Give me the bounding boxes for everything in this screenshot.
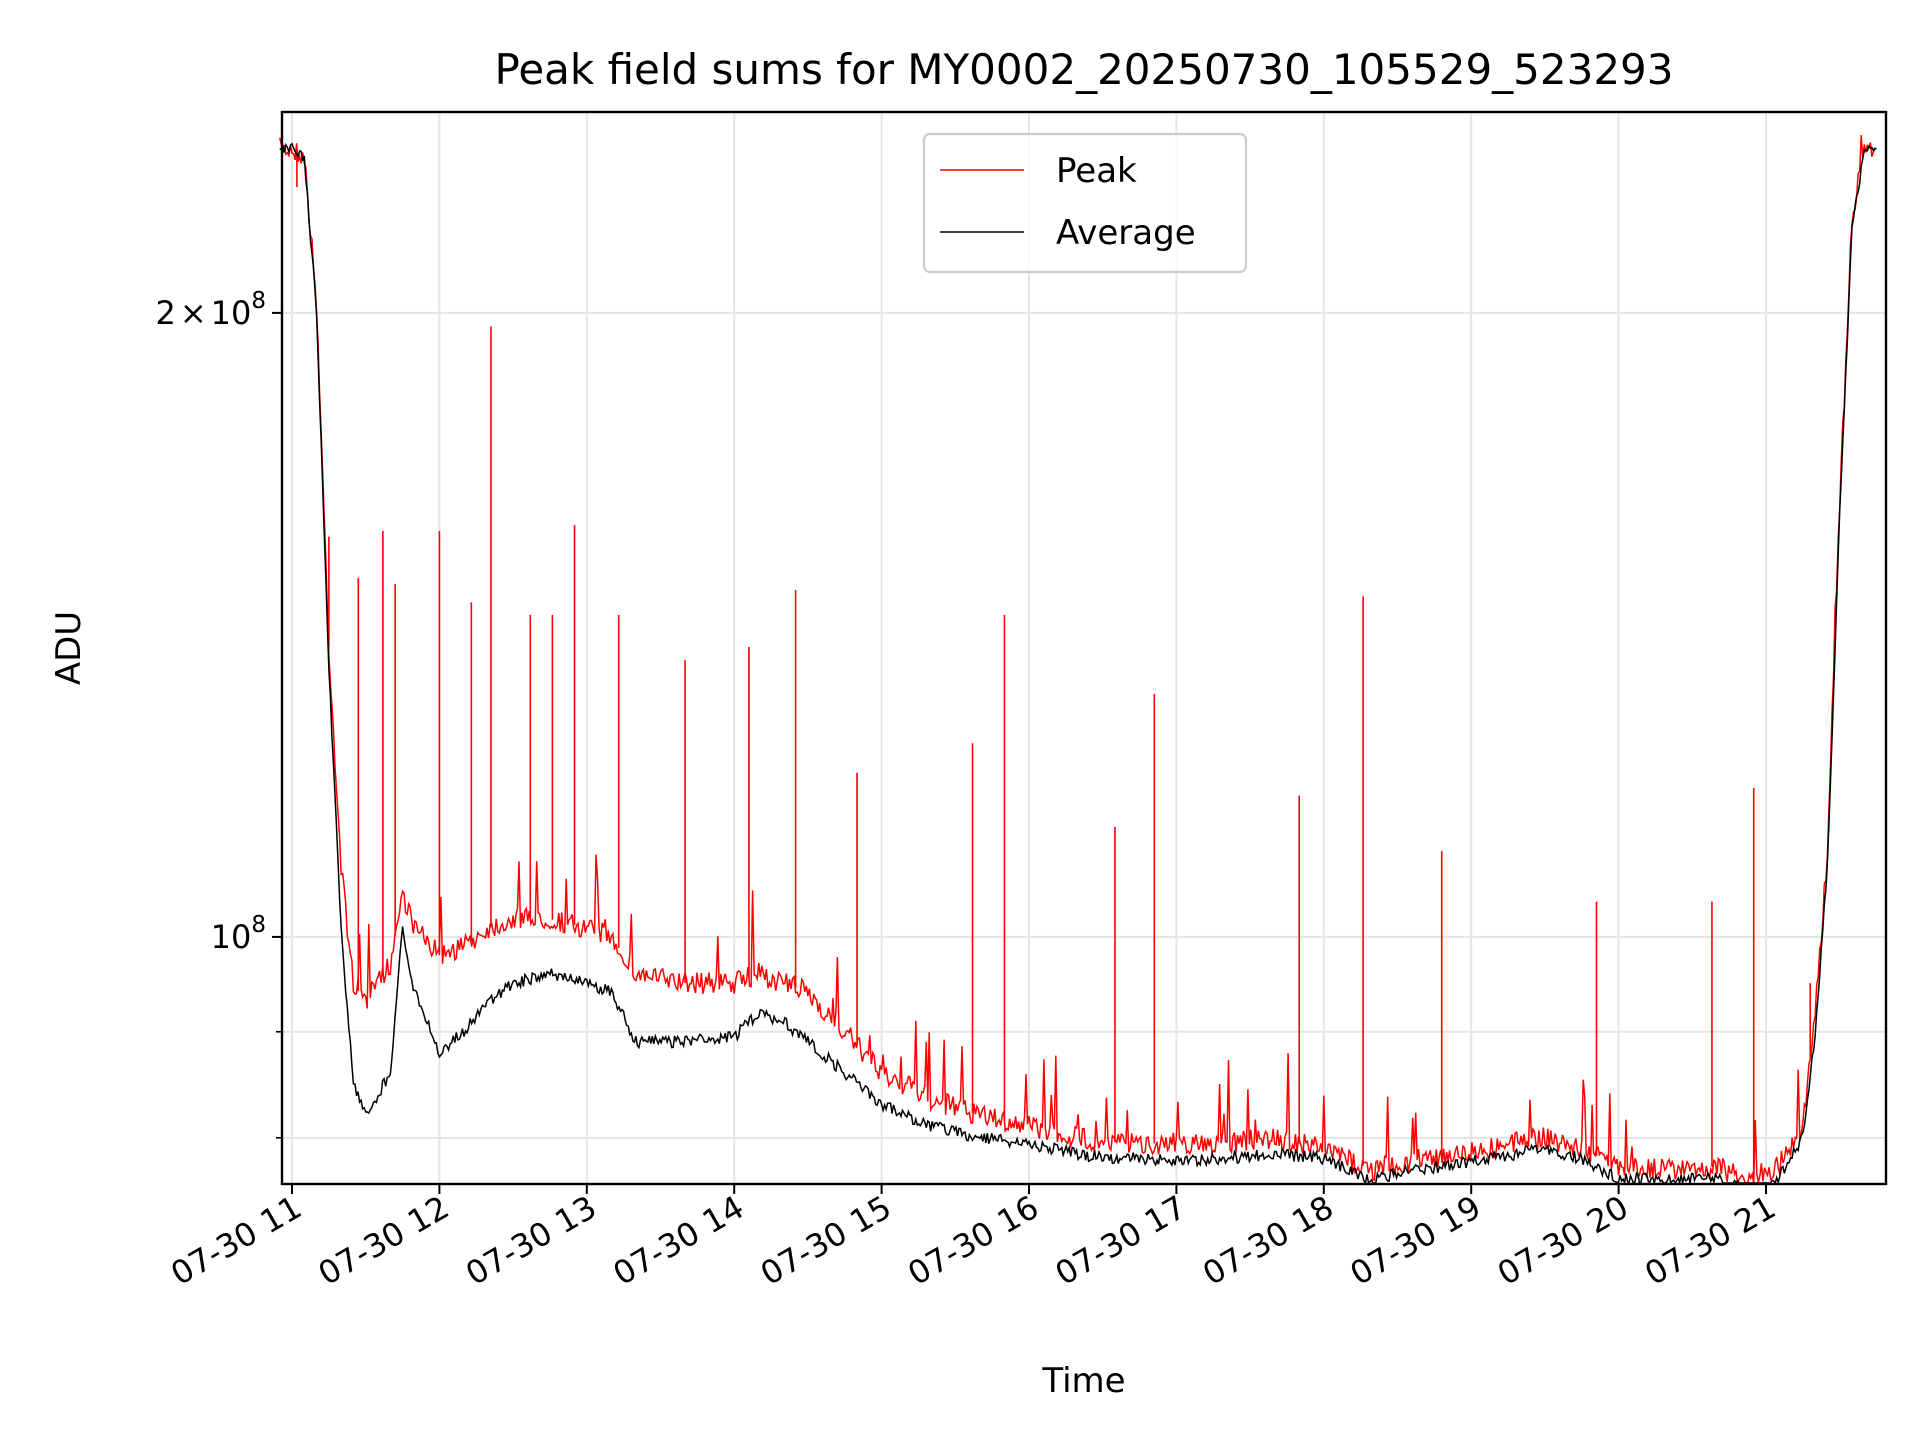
y-tick-mantissa: 2 [155, 294, 175, 332]
legend-label-peak: Peak [1056, 151, 1137, 191]
plot-frame [280, 110, 1888, 1186]
y-tick-exponent: 8 [251, 288, 266, 314]
series-line-peak [278, 135, 1877, 1186]
y-tick-base: 10 [211, 918, 252, 956]
legend-box [922, 132, 1248, 274]
y-tick-times: × [180, 294, 207, 332]
y-tick-label: 108 [211, 912, 266, 956]
y-axis-label: ADU [49, 611, 89, 685]
y-tick-label: 2 × 108 [155, 288, 266, 332]
series-layer [278, 135, 1877, 1186]
grid [282, 112, 1886, 1184]
y-tick-exponent: 8 [251, 912, 266, 938]
legend: Peak Average [922, 132, 1248, 274]
y-tick-base: 10 [211, 294, 252, 332]
x-axis-label: Time [1041, 1361, 1125, 1401]
series-line-average [279, 142, 1877, 1186]
chart-title: Peak field sums for MY0002_20250730_1055… [494, 45, 1673, 94]
legend-label-average: Average [1056, 213, 1196, 253]
